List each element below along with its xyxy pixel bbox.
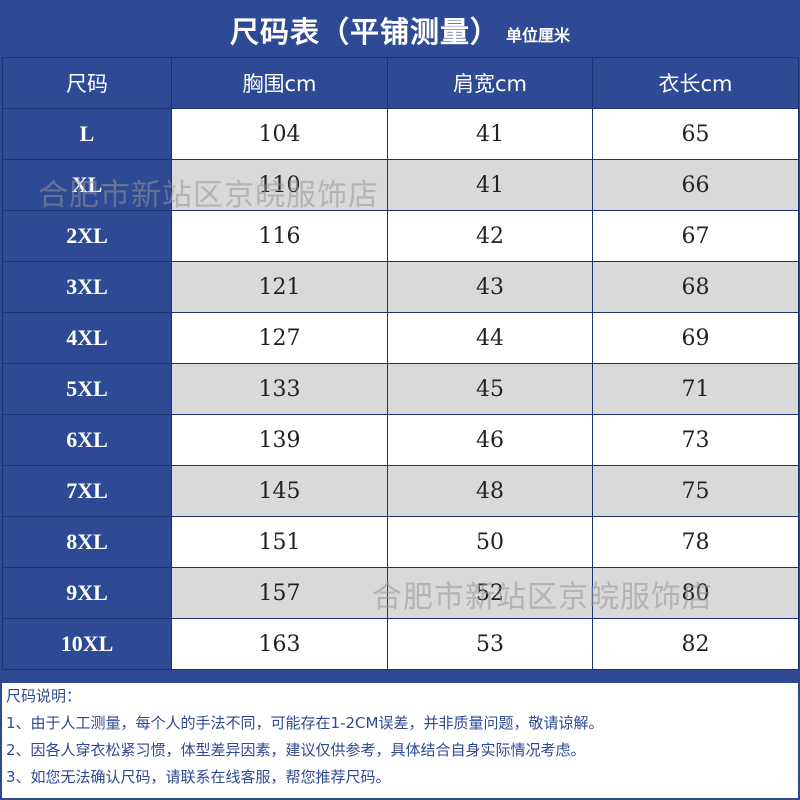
table-row: 4XL 127 44 69	[2, 312, 799, 364]
size-notes: 尺码说明： 1、由于人工测量，每个人的手法不同，可能存在1-2CM误差，并非质量…	[2, 683, 798, 798]
chest-cell: 157	[171, 567, 388, 619]
size-cell: 4XL	[2, 312, 172, 364]
chest-cell: 133	[171, 363, 388, 415]
size-cell: L	[2, 108, 172, 160]
length-cell: 78	[592, 516, 799, 568]
shoulder-cell: 42	[387, 210, 593, 262]
column-header-shoulder: 肩宽cm	[387, 57, 593, 109]
size-cell: 7XL	[2, 465, 172, 517]
table-row: 7XL 145 48 75	[2, 465, 799, 517]
shoulder-cell: 48	[387, 465, 593, 517]
column-header-chest: 胸围cm	[171, 57, 388, 109]
table-row: 9XL 157 52 80	[2, 567, 799, 619]
shoulder-cell: 53	[387, 618, 593, 670]
chest-cell: 163	[171, 618, 388, 670]
length-cell: 66	[592, 159, 799, 211]
length-cell: 71	[592, 363, 799, 415]
shoulder-cell: 52	[387, 567, 593, 619]
size-cell: XL	[2, 159, 172, 211]
chest-cell: 104	[171, 108, 388, 160]
length-cell: 73	[592, 414, 799, 466]
chest-cell: 145	[171, 465, 388, 517]
length-cell: 75	[592, 465, 799, 517]
size-cell: 9XL	[2, 567, 172, 619]
length-cell: 69	[592, 312, 799, 364]
shoulder-cell: 50	[387, 516, 593, 568]
column-header-length: 衣长cm	[592, 57, 799, 109]
column-header-size: 尺码	[2, 57, 172, 109]
note-line: 3、如您无法确认尺码，请联系在线客服，帮您推荐尺码。	[6, 768, 391, 786]
note-line: 2、因各人穿衣松紧习惯，体型差异因素，建议仅供参考，具体结合自身实际情况考虑。	[6, 741, 586, 759]
length-cell: 65	[592, 108, 799, 160]
table-row: 2XL 116 42 67	[2, 210, 799, 262]
chart-title: 尺码表（平铺测量）	[229, 14, 500, 49]
size-cell: 3XL	[2, 261, 172, 313]
shoulder-cell: 43	[387, 261, 593, 313]
unit-label: 单位厘米	[506, 25, 571, 45]
length-cell: 82	[592, 618, 799, 670]
length-cell: 80	[592, 567, 799, 619]
chest-cell: 116	[171, 210, 388, 262]
chest-cell: 139	[171, 414, 388, 466]
size-cell: 2XL	[2, 210, 172, 262]
shoulder-cell: 44	[387, 312, 593, 364]
shoulder-cell: 46	[387, 414, 593, 466]
size-cell: 6XL	[2, 414, 172, 466]
chest-cell: 127	[171, 312, 388, 364]
shoulder-cell: 41	[387, 108, 593, 160]
size-cell: 10XL	[2, 618, 172, 670]
length-cell: 68	[592, 261, 799, 313]
note-line: 1、由于人工测量，每个人的手法不同，可能存在1-2CM误差，并非质量问题，敬请谅…	[6, 714, 604, 732]
table-row: 5XL 133 45 71	[2, 363, 799, 415]
shoulder-cell: 45	[387, 363, 593, 415]
notes-heading: 尺码说明：	[6, 687, 82, 705]
table-row: XL 110 41 66	[2, 159, 799, 211]
chest-cell: 121	[171, 261, 388, 313]
title-bar: 尺码表（平铺测量） 单位厘米	[2, 2, 798, 57]
length-cell: 67	[592, 210, 799, 262]
table-row: 3XL 121 43 68	[2, 261, 799, 313]
table-row: 8XL 151 50 78	[2, 516, 799, 568]
table-row: 10XL 163 53 82	[2, 618, 799, 670]
header-row: 尺码 胸围cm 肩宽cm 衣长cm	[2, 57, 799, 109]
chest-cell: 110	[171, 159, 388, 211]
size-cell: 5XL	[2, 363, 172, 415]
table-row: L 104 41 65	[2, 108, 799, 160]
table-row: 6XL 139 46 73	[2, 414, 799, 466]
size-cell: 8XL	[2, 516, 172, 568]
chest-cell: 151	[171, 516, 388, 568]
shoulder-cell: 41	[387, 159, 593, 211]
size-table: 尺码 胸围cm 肩宽cm 衣长cm L 104 41 65 XL 110 41 …	[2, 57, 799, 670]
